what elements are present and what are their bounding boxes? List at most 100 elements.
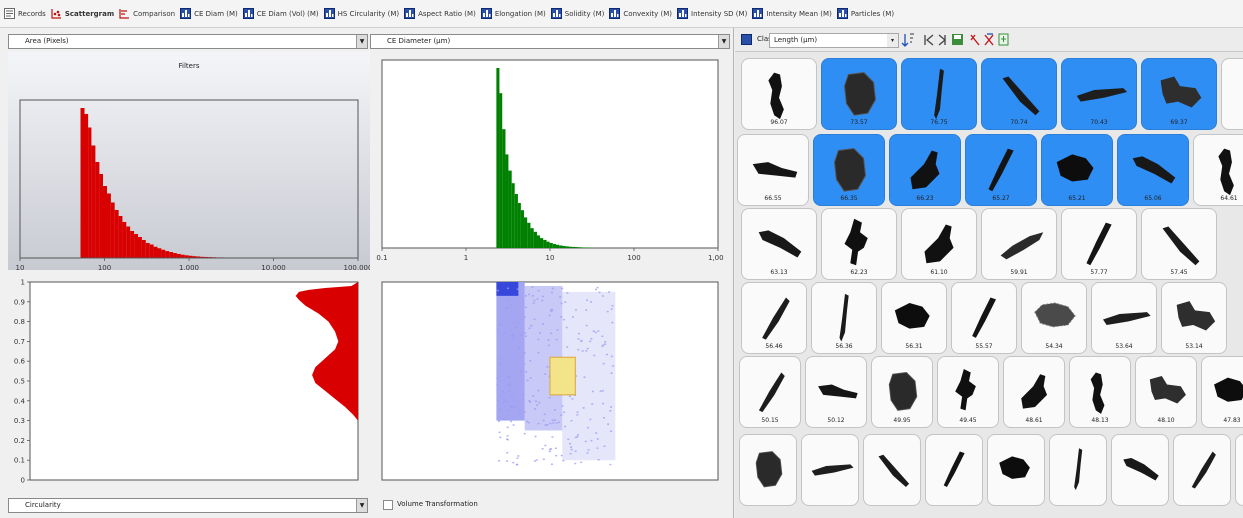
particle-thumbnail-panel: Class 1 Length (µm) ▾ 96.07 73.57 76.75 70.… xyxy=(735,28,1243,518)
particle-thumbnail[interactable]: 70.74 xyxy=(981,58,1057,130)
histogram-bar xyxy=(114,210,119,258)
particle-thumbnail[interactable]: 48.10 xyxy=(1135,356,1197,428)
particle-thumbnail[interactable]: 66.55 xyxy=(737,134,809,206)
tab-ce-diam-vol-m[interactable]: CE Diam (Vol) (M) xyxy=(242,6,323,22)
histogram-bar xyxy=(559,245,563,248)
tab-intensity-mean-m[interactable]: Intensity Mean (M) xyxy=(751,6,836,22)
particle-thumbnail[interactable]: 53.14 xyxy=(1161,282,1227,354)
export-icon[interactable] xyxy=(998,33,1009,46)
tab-aspect-ratio-m[interactable]: Aspect Ratio (M) xyxy=(403,6,480,22)
particle-thumbnail[interactable]: 66.35 xyxy=(813,134,885,206)
particle-thumbnail[interactable]: 47.83 xyxy=(1201,356,1243,428)
histogram-bar xyxy=(153,246,158,258)
particle-thumbnail[interactable] xyxy=(1049,434,1107,506)
scatter-selection-box[interactable] xyxy=(549,356,576,396)
x-parameter-select[interactable]: Area (Pixels) ▼ xyxy=(8,34,368,49)
sort-field-select[interactable]: Length (µm) ▾ xyxy=(769,33,899,48)
area-histogram-chart[interactable]: 10 100 1,000 10,000 100,000 xyxy=(8,52,370,270)
tab-ce-diam-m[interactable]: CE Diam (M) xyxy=(179,6,242,22)
circularity-cumulative-chart[interactable]: 0 0.1 0.2 0.3 0.4 0.5 0.6 0.7 0.8 0.9 1 xyxy=(0,274,368,484)
particle-thumbnail[interactable]: 65.21 xyxy=(1041,134,1113,206)
particle-thumbnail[interactable]: 66.23 xyxy=(889,134,961,206)
scatter-point xyxy=(516,457,519,459)
untag-icon[interactable] xyxy=(984,33,994,46)
scatter-point xyxy=(514,326,517,328)
chevron-down-icon[interactable]: ▼ xyxy=(356,35,367,48)
tab-intensity-sd-m[interactable]: Intensity SD (M) xyxy=(676,6,751,22)
particle-thumbnail[interactable]: 53.64 xyxy=(1091,282,1157,354)
particle-thumbnail[interactable]: 56.46 xyxy=(741,282,807,354)
scattergram-chart[interactable] xyxy=(374,274,726,484)
particle-thumbnail[interactable]: 59.91 xyxy=(981,208,1057,280)
particle-thumbnail[interactable]: 56.31 xyxy=(881,282,947,354)
particle-thumbnail[interactable] xyxy=(987,434,1045,506)
tab-particles-m[interactable]: Particles (M) xyxy=(836,6,898,22)
scatter-point xyxy=(561,405,564,407)
particle-thumbnail[interactable]: 48.61 xyxy=(1003,356,1065,428)
particle-thumbnail[interactable] xyxy=(801,434,859,506)
sort-icon[interactable] xyxy=(901,33,914,47)
circularity-parameter-select[interactable]: Circularity ▼ xyxy=(8,498,368,513)
scatter-point xyxy=(555,454,558,457)
save-icon[interactable] xyxy=(952,34,963,45)
chevron-down-icon[interactable]: ▼ xyxy=(718,35,729,48)
tab-solidity-m[interactable]: Solidity (M) xyxy=(550,6,609,22)
particle-thumbnail[interactable]: 61.10 xyxy=(901,208,977,280)
particle-thumbnail[interactable] xyxy=(1173,434,1231,506)
scatter-point xyxy=(512,424,515,426)
particle-thumbnail[interactable]: 54.34 xyxy=(1021,282,1087,354)
tab-records[interactable]: Records xyxy=(3,6,50,22)
y-parameter-select[interactable]: CE Diameter (µm) ▼ xyxy=(370,34,730,49)
scatter-point xyxy=(599,390,602,392)
particle-thumbnail[interactable]: 63.13 xyxy=(741,208,817,280)
scatter-point xyxy=(569,452,572,455)
tab-hs-circularity-m[interactable]: HS Circularity (M) xyxy=(323,6,403,22)
particle-thumbnail[interactable] xyxy=(1235,434,1243,506)
particle-thumbnail[interactable]: 50.12 xyxy=(805,356,867,428)
particle-thumbnail[interactable]: 49.45 xyxy=(937,356,999,428)
first-icon[interactable] xyxy=(924,34,934,46)
volume-transformation-checkbox[interactable] xyxy=(383,500,393,510)
particle-thumbnail[interactable]: 56.36 xyxy=(811,282,877,354)
particle-thumbnail[interactable]: 55.57 xyxy=(951,282,1017,354)
particle-thumbnail[interactable]: 73.57 xyxy=(821,58,897,130)
particle-length-label: 70.74 xyxy=(1010,119,1028,126)
particle-thumbnail[interactable]: 69.37 xyxy=(1141,58,1217,130)
scatter-point xyxy=(590,338,593,340)
particle-thumbnail[interactable]: 65.27 xyxy=(965,134,1037,206)
particle-thumbnail[interactable]: 57.77 xyxy=(1061,208,1137,280)
particle-thumbnail[interactable]: 62.23 xyxy=(821,208,897,280)
tag-icon[interactable] xyxy=(970,34,980,46)
particle-thumbnail[interactable]: 57.45 xyxy=(1141,208,1217,280)
scatter-point xyxy=(510,384,513,387)
prev-icon[interactable] xyxy=(938,34,947,46)
class-icon[interactable] xyxy=(741,34,752,45)
tab-elongation-m[interactable]: Elongation (M) xyxy=(480,6,550,22)
particle-thumbnail[interactable]: 49.95 xyxy=(871,356,933,428)
chevron-down-icon[interactable]: ▾ xyxy=(887,34,898,47)
scatter-point xyxy=(506,451,509,454)
histogram-bar xyxy=(511,183,515,248)
particle-length-label: 48.13 xyxy=(1091,417,1109,424)
chevron-down-icon[interactable]: ▼ xyxy=(356,499,367,512)
particle-image xyxy=(955,369,976,411)
tab-comparison[interactable]: Comparison xyxy=(118,6,179,22)
particle-thumbnail[interactable]: 96.07 xyxy=(741,58,817,130)
particle-thumbnail[interactable] xyxy=(1221,58,1243,130)
particle-thumbnail[interactable] xyxy=(739,434,797,506)
particle-thumbnail[interactable]: 70.43 xyxy=(1061,58,1137,130)
particle-thumbnail[interactable]: 50.15 xyxy=(739,356,801,428)
particle-thumbnail[interactable]: 48.13 xyxy=(1069,356,1131,428)
particle-thumbnail[interactable]: 64.61 xyxy=(1193,134,1243,206)
particle-length-label: 48.61 xyxy=(1025,417,1043,424)
particle-thumbnail[interactable] xyxy=(863,434,921,506)
particle-thumbnail[interactable]: 65.06 xyxy=(1117,134,1189,206)
ce-diameter-histogram-chart[interactable]: 0.1 1 10 100 1,000 xyxy=(374,52,724,270)
tab-scattergram[interactable]: Scattergram xyxy=(50,6,118,22)
particle-thumbnail[interactable] xyxy=(925,434,983,506)
cumulative-area xyxy=(295,282,358,421)
histogram-bar xyxy=(546,241,550,248)
tab-convexity-m[interactable]: Convexity (M) xyxy=(608,6,676,22)
particle-thumbnail[interactable] xyxy=(1111,434,1169,506)
particle-thumbnail[interactable]: 76.75 xyxy=(901,58,977,130)
